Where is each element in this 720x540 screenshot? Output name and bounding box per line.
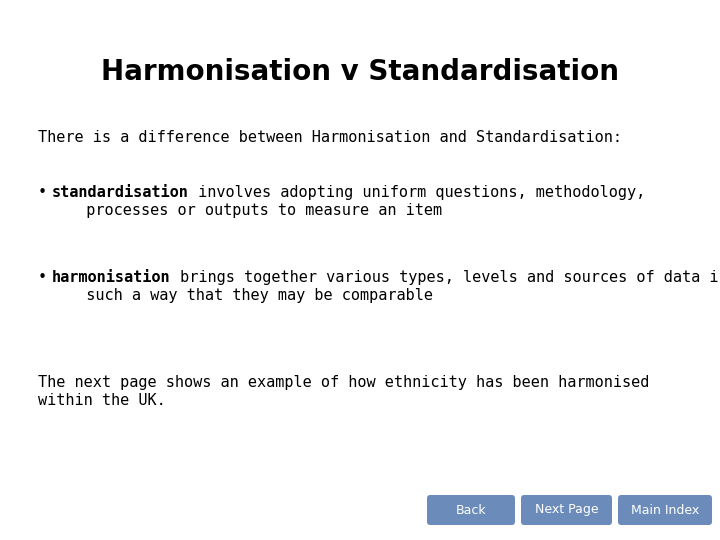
Text: processes or outputs to measure an item: processes or outputs to measure an item xyxy=(68,203,442,218)
Text: such a way that they may be comparable: such a way that they may be comparable xyxy=(68,288,433,303)
Text: Main Index: Main Index xyxy=(631,503,699,516)
Text: Next Page: Next Page xyxy=(535,503,598,516)
FancyBboxPatch shape xyxy=(427,495,515,525)
FancyBboxPatch shape xyxy=(618,495,712,525)
Text: •: • xyxy=(38,270,47,285)
Text: •: • xyxy=(38,185,47,200)
Text: The next page shows an example of how ethnicity has been harmonised: The next page shows an example of how et… xyxy=(38,375,649,390)
Text: There is a difference between Harmonisation and Standardisation:: There is a difference between Harmonisat… xyxy=(38,130,622,145)
Text: Back: Back xyxy=(456,503,486,516)
Text: Harmonisation v Standardisation: Harmonisation v Standardisation xyxy=(101,58,619,86)
Text: within the UK.: within the UK. xyxy=(38,393,166,408)
Text: harmonisation: harmonisation xyxy=(52,270,171,285)
Text: involves adopting uniform questions, methodology,: involves adopting uniform questions, met… xyxy=(189,185,645,200)
FancyBboxPatch shape xyxy=(521,495,612,525)
Text: brings together various types, levels and sources of data in: brings together various types, levels an… xyxy=(171,270,720,285)
Text: standardisation: standardisation xyxy=(52,185,189,200)
